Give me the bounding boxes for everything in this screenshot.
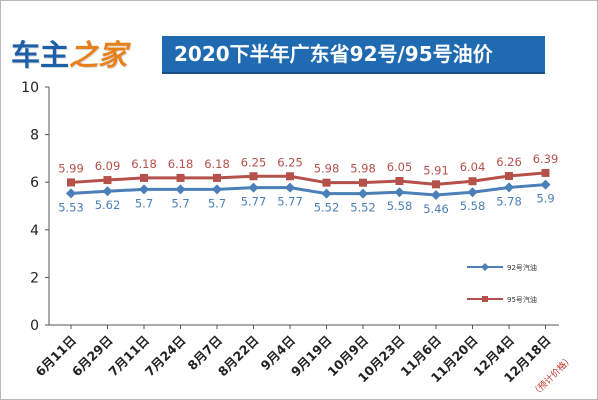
data-label-95: 5.91 — [423, 163, 449, 177]
data-label-95: 5.99 — [58, 161, 84, 175]
data-label-92: 5.53 — [58, 200, 84, 214]
data-label-92: 5.77 — [241, 195, 267, 209]
data-label-95: 6.18 — [204, 157, 230, 171]
data-label-95: 5.98 — [350, 162, 376, 176]
logo-part-2: 之家 — [69, 38, 128, 72]
data-label-92: 5.46 — [423, 202, 449, 216]
data-label-95: 6.25 — [277, 155, 303, 169]
data-label-92: 5.58 — [460, 199, 486, 213]
data-label-92: 5.9 — [536, 192, 554, 206]
brand-logo: 车主之家 — [11, 37, 127, 73]
data-label-92: 5.77 — [277, 195, 303, 209]
data-point-92 — [66, 188, 76, 199]
data-point-95 — [395, 177, 404, 186]
data-label-92: 5.52 — [350, 201, 376, 215]
data-label-95: 6.25 — [241, 155, 267, 169]
data-point-95 — [249, 172, 258, 181]
data-label-95: 6.18 — [168, 157, 194, 171]
data-point-95 — [468, 177, 477, 186]
legend-label-92: 92号汽油 — [507, 263, 537, 272]
data-point-92 — [431, 190, 441, 201]
data-point-95 — [176, 173, 185, 182]
legend-marker-95 — [482, 296, 488, 302]
data-point-92 — [248, 182, 259, 193]
y-tick-label: 10 — [21, 80, 39, 96]
data-label-95: 6.26 — [496, 155, 522, 169]
data-point-92 — [285, 182, 295, 193]
legend-label-95: 95号汽油 — [507, 295, 537, 304]
data-point-95 — [359, 178, 367, 187]
data-point-95 — [505, 172, 513, 181]
data-point-92 — [540, 179, 551, 190]
legend-marker-92 — [481, 263, 489, 271]
data-point-95 — [103, 176, 112, 185]
x-tick-label: 7月24日 — [142, 333, 189, 380]
data-label-92: 5.7 — [135, 196, 153, 210]
data-point-92 — [212, 184, 222, 195]
data-point-92 — [102, 186, 113, 197]
data-point-92 — [139, 184, 149, 195]
data-point-92 — [467, 187, 478, 198]
data-point-95 — [286, 172, 294, 181]
data-point-95 — [213, 173, 221, 182]
data-point-92 — [394, 187, 405, 198]
data-point-95 — [541, 168, 550, 177]
data-label-92: 5.52 — [314, 201, 340, 215]
data-point-95 — [322, 178, 331, 187]
title-bar: 2020下半年广东省92号/95号油价 — [162, 36, 545, 74]
data-label-95: 6.18 — [131, 157, 157, 171]
data-point-92 — [321, 188, 332, 199]
logo-part-1: 车主 — [11, 38, 70, 72]
data-point-95 — [432, 180, 440, 189]
data-label-92: 5.7 — [171, 196, 189, 210]
y-tick-label: 4 — [30, 223, 39, 239]
data-label-92: 5.62 — [95, 198, 121, 212]
data-label-92: 5.58 — [387, 199, 413, 213]
data-label-95: 6.05 — [387, 160, 413, 174]
data-label-95: 6.09 — [95, 159, 121, 173]
data-point-92 — [504, 182, 514, 193]
y-tick-label: 8 — [30, 128, 39, 144]
y-tick-label: 6 — [30, 175, 39, 191]
data-label-95: 6.39 — [533, 152, 559, 166]
data-label-92: 5.7 — [208, 196, 226, 210]
chart-title: 2020下半年广东省92号/95号油价 — [174, 42, 493, 66]
x-tick-label: 8月22日 — [215, 333, 262, 380]
data-point-92 — [358, 188, 368, 199]
series-line-92 — [70, 183, 546, 197]
y-tick-label: 2 — [30, 270, 39, 286]
data-label-95: 5.98 — [314, 162, 340, 176]
data-point-95 — [140, 173, 148, 182]
data-label-92: 5.78 — [496, 194, 522, 208]
data-point-92 — [175, 184, 186, 195]
y-tick-label: 0 — [30, 318, 39, 334]
series-line-95 — [70, 171, 546, 186]
data-point-95 — [67, 178, 75, 187]
data-label-95: 6.04 — [460, 160, 486, 174]
